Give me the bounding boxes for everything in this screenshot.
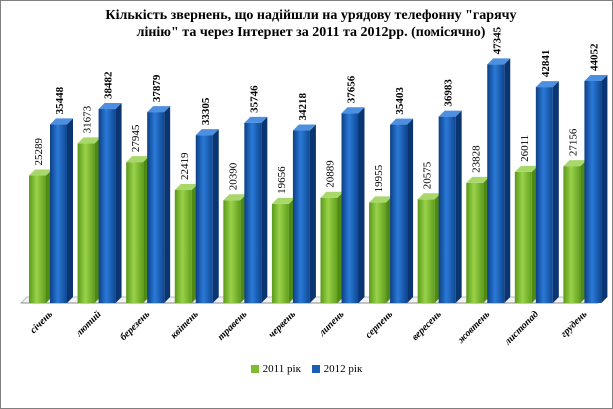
bar-2012-10 <box>487 58 511 304</box>
data-label-2012-2: 38482 <box>103 71 115 99</box>
data-label-2012-11: 42841 <box>540 50 552 78</box>
legend-item-2012: 2012 рік <box>311 363 363 375</box>
bar-2012-9 <box>438 110 462 303</box>
bar-2011-8 <box>369 196 393 303</box>
legend: 2011 рік 2012 рік <box>1 363 612 376</box>
data-label-2012-6: 34218 <box>297 93 309 121</box>
legend-item-2011: 2011 рік <box>250 363 301 375</box>
data-label-2012-4: 33305 <box>200 97 212 125</box>
bar-2011-2 <box>77 137 101 303</box>
legend-swatch-2011 <box>250 365 259 373</box>
x-tick-label-9: вересень <box>410 309 444 343</box>
x-tick-label-3: березень <box>118 309 152 343</box>
data-label-2012-3: 37879 <box>151 74 163 102</box>
data-label-2012-7: 37656 <box>346 75 358 103</box>
bar-2012-8 <box>390 118 414 303</box>
x-tick-label-10: жовтень <box>456 309 493 346</box>
bar-2012-2 <box>98 103 122 303</box>
data-label-2011-12: 27156 <box>567 128 579 156</box>
data-label-2012-1: 35448 <box>54 86 66 114</box>
chart-title: Кількість звернень, що надійшли на урядо… <box>51 7 571 41</box>
chart-title-line-1: Кількість звернень, що надійшли на урядо… <box>105 8 517 23</box>
data-label-2012-12: 44052 <box>588 43 600 71</box>
x-tick-label-11: листопад <box>502 309 541 348</box>
data-label-2011-7: 20889 <box>325 160 337 188</box>
x-tick-label-4: квітень <box>169 309 201 341</box>
data-label-2011-10: 23828 <box>470 145 482 173</box>
bar-2012-12 <box>584 74 608 303</box>
legend-label-2011: 2011 рік <box>262 363 301 375</box>
x-tick-label-6: червень <box>266 309 298 341</box>
data-label-2011-5: 20390 <box>227 162 239 190</box>
bar-2011-6 <box>271 197 295 303</box>
bar-2011-9 <box>417 193 441 303</box>
bar-2011-5 <box>223 194 247 303</box>
data-label-2012-9: 36983 <box>443 79 455 107</box>
data-label-2011-2: 31673 <box>82 105 94 133</box>
bar-2011-11 <box>514 165 538 303</box>
data-label-2011-6: 19656 <box>276 166 288 194</box>
bar-2012-4 <box>195 129 219 303</box>
bar-2012-1 <box>50 118 73 304</box>
bar-2011-12 <box>563 160 587 303</box>
bar-2012-11 <box>535 81 559 303</box>
data-label-2011-8: 19955 <box>373 164 385 192</box>
data-label-2011-9: 20575 <box>422 161 434 189</box>
bar-2011-3 <box>126 156 150 303</box>
x-tick-label-2: лютий <box>73 309 104 340</box>
bar-2012-3 <box>147 106 171 303</box>
data-label-2011-3: 27945 <box>130 124 142 152</box>
bar-2012-6 <box>292 124 316 303</box>
bar-2011-1 <box>29 169 52 303</box>
data-label-2011-11: 26011 <box>519 135 531 162</box>
data-label-2011-4: 22419 <box>179 152 191 180</box>
legend-swatch-2012 <box>311 365 320 373</box>
bar-2011-4 <box>174 184 198 303</box>
bar-2011-10 <box>466 176 490 303</box>
x-tick-label-5: травень <box>216 309 250 343</box>
data-label-2011-1: 25289 <box>33 138 45 166</box>
bar-2012-7 <box>341 107 365 303</box>
bar-2011-7 <box>320 191 344 303</box>
bars-group <box>29 58 608 304</box>
x-tick-label-12: грудень <box>559 309 590 340</box>
data-label-2012-5: 35746 <box>248 85 260 113</box>
data-label-2012-8: 35403 <box>394 87 406 115</box>
x-tick-label-8: серпень <box>363 309 395 341</box>
legend-label-2012: 2012 рік <box>323 363 363 375</box>
x-axis-labels-group: січень лютий березень квітень травень червень… <box>28 309 590 348</box>
x-tick-label-1: січень <box>28 309 55 336</box>
bar-2012-5 <box>244 116 268 304</box>
data-label-2012-10: 47345 <box>491 26 503 54</box>
chart-title-line-2: лінію" та через Інтернет за 2011 та 2012… <box>136 25 486 40</box>
x-tick-label-7: липень <box>316 309 347 340</box>
data-labels-group: 25289 35448 31673 38482 27945 37879 22419 33305… <box>33 26 600 194</box>
